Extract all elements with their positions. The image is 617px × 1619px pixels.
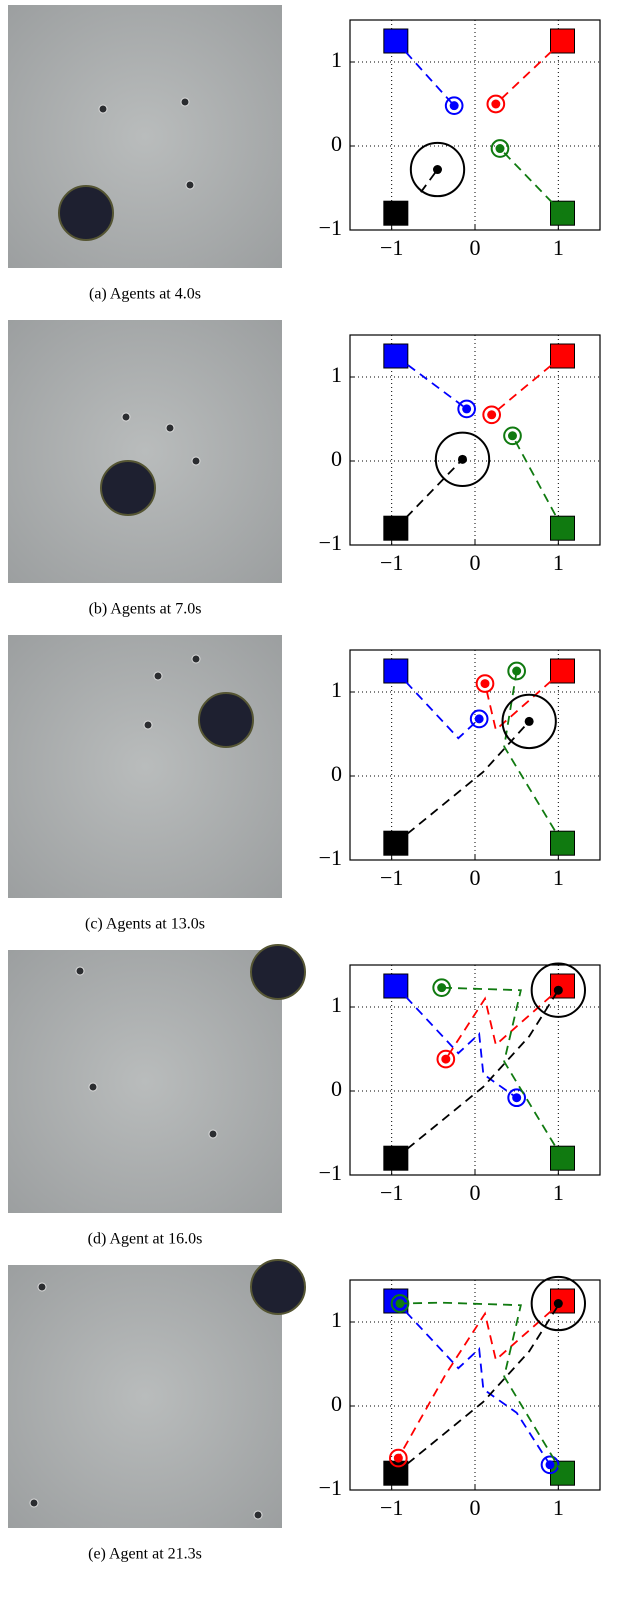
- y-tick-label: 1: [331, 992, 342, 1017]
- trajectory: [396, 1304, 558, 1474]
- agent-center: [481, 679, 490, 688]
- robot-small: [30, 1499, 38, 1507]
- agent-center: [508, 431, 517, 440]
- y-tick-label: 1: [331, 1307, 342, 1332]
- panel: −1 0 1 −1 0 1 (e) Agent at 21.3s: [8, 1260, 600, 1563]
- y-tick-label: 1: [331, 677, 342, 702]
- x-tick-label: 1: [553, 235, 564, 260]
- robot-small: [209, 1130, 217, 1138]
- y-tick-label: 0: [331, 761, 342, 786]
- robot-small: [186, 181, 194, 189]
- x-tick-label: 0: [470, 550, 481, 575]
- x-tick-label: 1: [553, 1495, 564, 1520]
- agent-center: [437, 983, 446, 992]
- agent-center: [450, 101, 459, 110]
- agent-center: [441, 1055, 450, 1064]
- agent-center: [433, 165, 442, 174]
- agent-center: [394, 1454, 403, 1463]
- agent-center: [512, 667, 521, 676]
- photo: [8, 950, 282, 1213]
- y-tick-label: 0: [331, 1076, 342, 1101]
- agent-center: [512, 1093, 521, 1102]
- x-tick-label: −1: [380, 235, 403, 260]
- y-tick-label: −1: [319, 530, 342, 555]
- robot-large: [251, 945, 305, 999]
- panel: −1 0 1 −1 0 1 (d) Agent at 16.0s: [8, 945, 600, 1248]
- y-tick-label: 0: [331, 446, 342, 471]
- caption: (b) Agents at 7.0s: [89, 601, 202, 618]
- x-tick-label: −1: [380, 865, 403, 890]
- robot-small: [192, 457, 200, 465]
- photo: [8, 1265, 282, 1528]
- x-tick-label: 1: [553, 1180, 564, 1205]
- y-tick-label: −1: [319, 1475, 342, 1500]
- agent-center: [496, 144, 505, 153]
- panel: −1 0 1 −1 0 1 (b) Agents at 7.0s: [8, 320, 600, 618]
- panel: −1 0 1 −1 0 1 (c) Agents at 13.0s: [8, 635, 600, 933]
- caption: (a) Agents at 4.0s: [89, 286, 201, 303]
- caption: (d) Agent at 16.0s: [88, 1231, 203, 1248]
- caption: (c) Agents at 13.0s: [85, 916, 205, 933]
- agent-center: [396, 1299, 405, 1308]
- x-tick-label: 1: [553, 550, 564, 575]
- agent-center: [487, 410, 496, 419]
- agent-center: [462, 404, 471, 413]
- x-tick-label: −1: [380, 1180, 403, 1205]
- robot-small: [144, 721, 152, 729]
- robot-large: [101, 461, 155, 515]
- agent-center: [554, 986, 563, 995]
- trajectory: [396, 990, 558, 1158]
- x-tick-label: 0: [470, 865, 481, 890]
- x-tick-label: 0: [470, 1180, 481, 1205]
- robot-small: [166, 424, 174, 432]
- photo: [8, 635, 282, 898]
- robot-small: [181, 98, 189, 106]
- robot-small: [38, 1283, 46, 1291]
- y-tick-label: 1: [331, 47, 342, 72]
- robot-small: [76, 967, 84, 975]
- agent-center: [491, 100, 500, 109]
- robot-small: [192, 655, 200, 663]
- y-tick-label: 1: [331, 362, 342, 387]
- y-tick-label: 0: [331, 1391, 342, 1416]
- x-tick-label: −1: [380, 1495, 403, 1520]
- photo: [8, 5, 282, 268]
- x-tick-label: 0: [470, 1495, 481, 1520]
- agent-center: [554, 1299, 563, 1308]
- trajectory: [513, 436, 563, 528]
- y-tick-label: −1: [319, 1160, 342, 1185]
- x-tick-label: 1: [553, 865, 564, 890]
- x-tick-label: 0: [470, 235, 481, 260]
- y-tick-label: 0: [331, 131, 342, 156]
- robot-small: [89, 1083, 97, 1091]
- agent-center: [458, 455, 467, 464]
- robot-small: [154, 672, 162, 680]
- trajectory: [398, 1301, 562, 1458]
- y-tick-label: −1: [319, 845, 342, 870]
- photo: [8, 320, 282, 583]
- x-tick-label: −1: [380, 550, 403, 575]
- trajectory: [396, 1301, 550, 1465]
- caption: (e) Agent at 21.3s: [88, 1546, 202, 1563]
- robot-small: [254, 1511, 262, 1519]
- robot-large: [59, 186, 113, 240]
- robot-large: [199, 693, 253, 747]
- robot-small: [122, 413, 130, 421]
- agent-center: [546, 1460, 555, 1469]
- agent-center: [525, 717, 534, 726]
- panel: −1 0 1 −1 0 1 (a) Agents at 4.0s: [8, 5, 600, 303]
- figure: −1 0 1 −1 0 1 (a) Agents at 4.0s −1 0 1 −1 0 1 (b) Ag…: [0, 0, 617, 1619]
- goal: [384, 201, 408, 225]
- y-tick-label: −1: [319, 215, 342, 240]
- agent-center: [475, 714, 484, 723]
- robot-large: [251, 1260, 305, 1314]
- robot-small: [99, 105, 107, 113]
